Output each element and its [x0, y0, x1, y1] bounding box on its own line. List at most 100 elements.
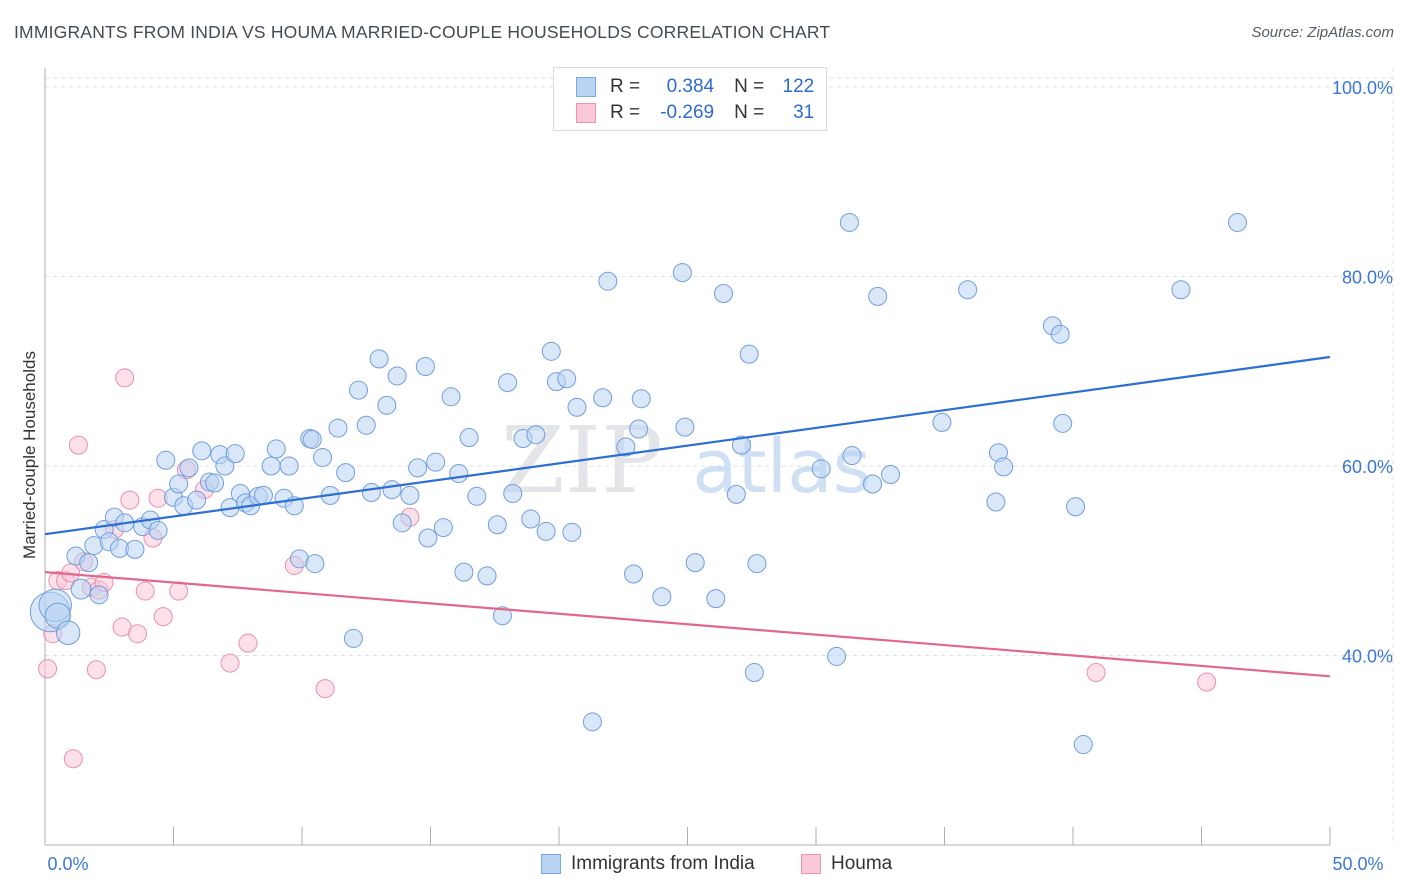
- india-point-18: [156, 450, 176, 470]
- india-point-84: [593, 388, 613, 408]
- houma-point-6: [68, 435, 88, 455]
- india-point-55: [382, 480, 402, 500]
- trend-lines: [44, 355, 1331, 678]
- india-point-66: [454, 562, 474, 582]
- y-tick-label-60: 60.0%: [1342, 457, 1393, 477]
- source-label: Source: ZipAtlas.com: [1251, 24, 1394, 41]
- bottom-legend-swatch-india: [541, 854, 561, 874]
- legend-r-value-houma: -0.269: [660, 102, 715, 123]
- india-point-53: [369, 349, 389, 369]
- india-point-54: [377, 395, 397, 415]
- india-point-94: [706, 589, 726, 609]
- bottom-legend-label-india: Immigrants from India: [571, 853, 755, 874]
- india-point-3: [55, 620, 81, 645]
- india-point-99: [744, 663, 764, 683]
- india-point-83: [582, 712, 602, 732]
- india-point-59: [408, 458, 428, 478]
- india-point-78: [541, 341, 561, 361]
- india-point-77: [536, 521, 556, 541]
- india-point-115: [1053, 413, 1073, 433]
- india-point-45: [313, 447, 333, 467]
- legend-n-value-india: 122: [782, 76, 815, 97]
- y-axis-label: Married-couple Households: [20, 351, 39, 559]
- axes: [44, 68, 1331, 846]
- india-point-95: [713, 284, 733, 304]
- india-point-58: [400, 485, 420, 505]
- houma-point-20: [153, 607, 173, 627]
- india-point-67: [459, 428, 479, 448]
- india-point-60: [415, 356, 435, 376]
- india-point-118: [1171, 280, 1191, 300]
- india-point-116: [1066, 497, 1086, 517]
- india-point-6: [79, 553, 99, 573]
- india-point-57: [392, 513, 412, 533]
- legend-swatch-houma: [576, 103, 596, 123]
- watermark-atlas: atlas: [692, 424, 871, 510]
- india-point-91: [672, 263, 692, 283]
- legend-row-houma: R = -0.269 N = 31: [576, 101, 814, 125]
- legend-r-value-india: 0.384: [666, 76, 715, 97]
- india-point-89: [631, 389, 651, 409]
- houma-point-16: [128, 624, 148, 644]
- india-point-72: [498, 373, 518, 393]
- india-point-119: [1227, 212, 1247, 232]
- houma-point-30: [1197, 672, 1217, 692]
- y-tick-label-100: 100.0%: [1332, 78, 1393, 98]
- india-point-112: [994, 457, 1014, 477]
- india-point-62: [426, 452, 446, 472]
- india-point-52: [361, 483, 381, 503]
- india-point-85: [598, 271, 618, 291]
- india-point-105: [863, 474, 883, 494]
- india-point-109: [958, 280, 978, 300]
- legend-swatch-india: [576, 77, 596, 97]
- houma-points: [38, 368, 1217, 769]
- chart-title: IMMIGRANTS FROM INDIA VS HOUMA MARRIED-C…: [14, 22, 831, 42]
- india-point-82: [567, 397, 587, 417]
- tick-labels: 0.0% 50.0% 40.0% 60.0% 80.0% 100.0%: [47, 78, 1393, 874]
- x-tick-label-1: 50.0%: [1332, 854, 1383, 874]
- india-point-68: [467, 486, 487, 506]
- india-point-97: [731, 435, 751, 455]
- india-point-70: [487, 515, 507, 535]
- india-point-64: [441, 387, 461, 407]
- houma-point-15: [120, 490, 140, 510]
- india-point-93: [685, 553, 705, 573]
- legend-r-label: R =: [610, 102, 641, 123]
- india-point-17: [148, 520, 168, 540]
- houma-point-25: [238, 633, 258, 653]
- india-point-90: [652, 587, 672, 607]
- india-point-114: [1050, 324, 1070, 344]
- legend-n-label: N =: [734, 102, 765, 123]
- india-point-106: [868, 286, 888, 306]
- india-point-86: [616, 437, 636, 457]
- y-tick-label-40: 40.0%: [1342, 646, 1393, 666]
- india-trend-line: [44, 355, 1331, 536]
- india-point-107: [881, 465, 901, 485]
- india-point-73: [503, 483, 523, 503]
- india-point-108: [932, 412, 952, 432]
- india-point-61: [418, 528, 438, 548]
- india-point-23: [187, 490, 207, 510]
- india-point-49: [343, 628, 363, 648]
- stats-legend: R = 0.384 N = 122 R = -0.269 N = 31: [553, 67, 827, 131]
- india-point-56: [387, 366, 407, 386]
- india-point-76: [526, 425, 546, 445]
- houma-point-24: [220, 653, 240, 673]
- houma-point-5: [63, 749, 83, 769]
- india-point-5: [70, 578, 92, 600]
- india-point-44: [305, 554, 325, 574]
- india-point-43: [302, 429, 322, 449]
- bottom-legend-india: Immigrants from India: [541, 852, 755, 876]
- bottom-legend-houma: Houma: [801, 852, 892, 876]
- india-point-80: [557, 369, 577, 389]
- india-point-103: [839, 212, 859, 232]
- india-point-50: [349, 380, 369, 400]
- houma-trend-line: [44, 571, 1331, 678]
- india-point-20: [169, 474, 189, 494]
- india-point-63: [433, 518, 453, 538]
- houma-point-29: [1086, 663, 1106, 683]
- india-point-87: [624, 564, 644, 584]
- india-point-100: [747, 554, 767, 574]
- bottom-legend-label-houma: Houma: [831, 853, 893, 874]
